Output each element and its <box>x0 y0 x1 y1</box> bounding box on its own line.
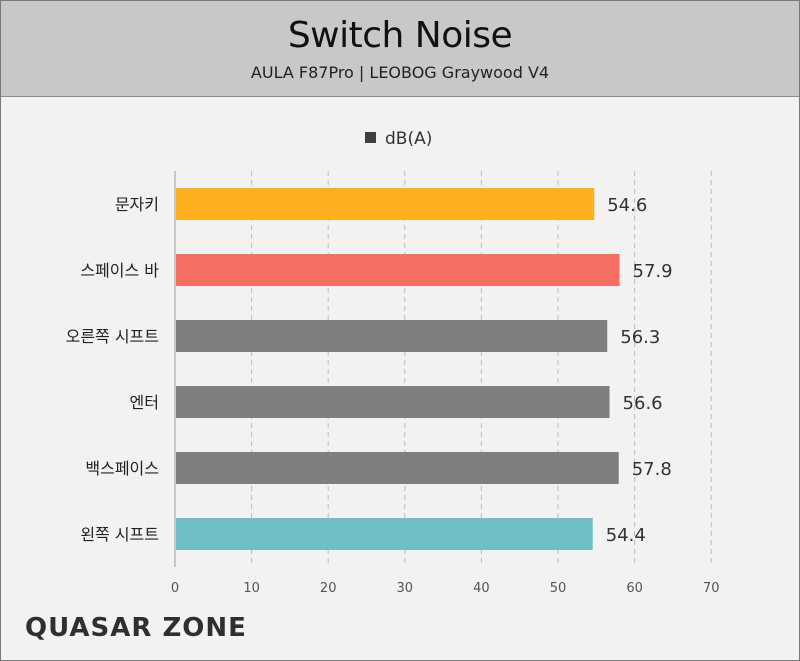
x-tick-label: 40 <box>473 581 490 596</box>
chart-title: Switch Noise <box>287 15 513 56</box>
legend: dB(A) <box>365 129 432 149</box>
legend-swatch <box>365 132 376 143</box>
category-label: 문자키 <box>115 195 159 214</box>
value-label: 54.4 <box>606 525 646 546</box>
category-label: 백스페이스 <box>85 459 159 478</box>
bars <box>176 188 620 550</box>
value-labels: 54.6 57.9 56.3 56.6 57.8 54.4 <box>606 195 673 546</box>
category-label: 엔터 <box>130 393 159 412</box>
quasarzone-logo: QUASAR ZONE <box>25 613 247 643</box>
bar <box>176 320 608 352</box>
chart-subtitle: AULA F87Pro | LEOBOG Graywood V4 <box>250 63 550 82</box>
bar <box>176 518 593 550</box>
bar <box>176 188 595 220</box>
value-label: 56.3 <box>620 327 660 348</box>
bar <box>176 254 620 286</box>
category-label: 스페이스 바 <box>80 261 159 280</box>
bar <box>176 386 610 418</box>
value-label: 57.9 <box>633 261 673 282</box>
x-tick-label: 60 <box>626 581 643 596</box>
x-tick-label: 20 <box>320 581 337 596</box>
x-tick-label: 0 <box>171 581 179 596</box>
category-label: 오른쪽 시프트 <box>66 327 159 346</box>
value-label: 56.6 <box>623 393 663 414</box>
value-label: 54.6 <box>607 195 647 216</box>
value-label: 57.8 <box>632 459 672 480</box>
gridlines <box>174 171 712 567</box>
x-tick-label: 70 <box>703 581 720 596</box>
x-tick-label: 30 <box>397 581 414 596</box>
x-tick-label: 10 <box>243 581 260 596</box>
chart-header: Switch Noise AULA F87Pro | LEOBOG Graywo… <box>1 1 799 97</box>
x-tick-labels: 0 10 20 30 40 50 60 70 <box>171 581 720 596</box>
x-tick-label: 50 <box>550 581 567 596</box>
category-label: 왼쪽 시프트 <box>80 525 159 544</box>
legend-label: dB(A) <box>385 129 432 149</box>
bar <box>176 452 619 484</box>
